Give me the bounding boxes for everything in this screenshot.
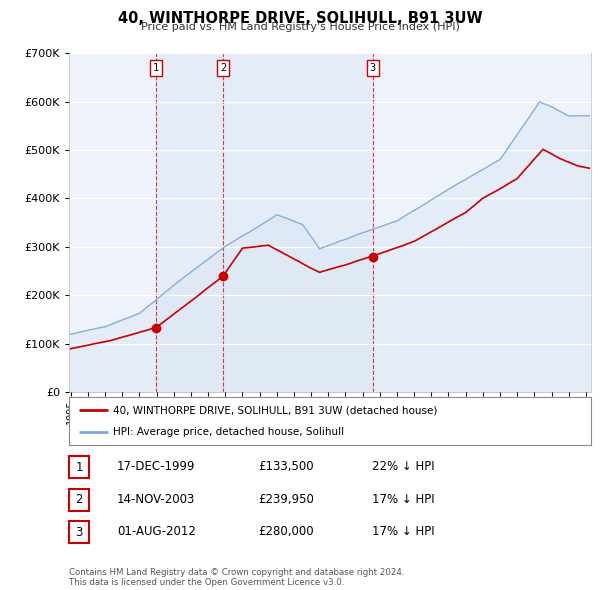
Text: 01-AUG-2012: 01-AUG-2012 bbox=[117, 525, 196, 538]
Text: 40, WINTHORPE DRIVE, SOLIHULL, B91 3UW: 40, WINTHORPE DRIVE, SOLIHULL, B91 3UW bbox=[118, 11, 482, 25]
Text: 1: 1 bbox=[76, 461, 83, 474]
Text: 14-NOV-2003: 14-NOV-2003 bbox=[117, 493, 196, 506]
Text: Price paid vs. HM Land Registry's House Price Index (HPI): Price paid vs. HM Land Registry's House … bbox=[140, 22, 460, 32]
Text: 1: 1 bbox=[153, 63, 159, 73]
Bar bbox=[156, 53, 223, 392]
Text: HPI: Average price, detached house, Solihull: HPI: Average price, detached house, Soli… bbox=[113, 427, 344, 437]
Text: 3: 3 bbox=[370, 63, 376, 73]
Text: 17-DEC-1999: 17-DEC-1999 bbox=[117, 460, 196, 473]
Text: £280,000: £280,000 bbox=[258, 525, 314, 538]
Text: 2: 2 bbox=[76, 493, 83, 506]
Text: 3: 3 bbox=[76, 526, 83, 539]
Text: £133,500: £133,500 bbox=[258, 460, 314, 473]
Text: Contains HM Land Registry data © Crown copyright and database right 2024.
This d: Contains HM Land Registry data © Crown c… bbox=[69, 568, 404, 587]
Text: £239,950: £239,950 bbox=[258, 493, 314, 506]
Text: 40, WINTHORPE DRIVE, SOLIHULL, B91 3UW (detached house): 40, WINTHORPE DRIVE, SOLIHULL, B91 3UW (… bbox=[113, 405, 438, 415]
Text: 22% ↓ HPI: 22% ↓ HPI bbox=[372, 460, 434, 473]
Text: 2: 2 bbox=[220, 63, 226, 73]
Text: 17% ↓ HPI: 17% ↓ HPI bbox=[372, 525, 434, 538]
Text: 17% ↓ HPI: 17% ↓ HPI bbox=[372, 493, 434, 506]
Bar bbox=[223, 53, 373, 392]
